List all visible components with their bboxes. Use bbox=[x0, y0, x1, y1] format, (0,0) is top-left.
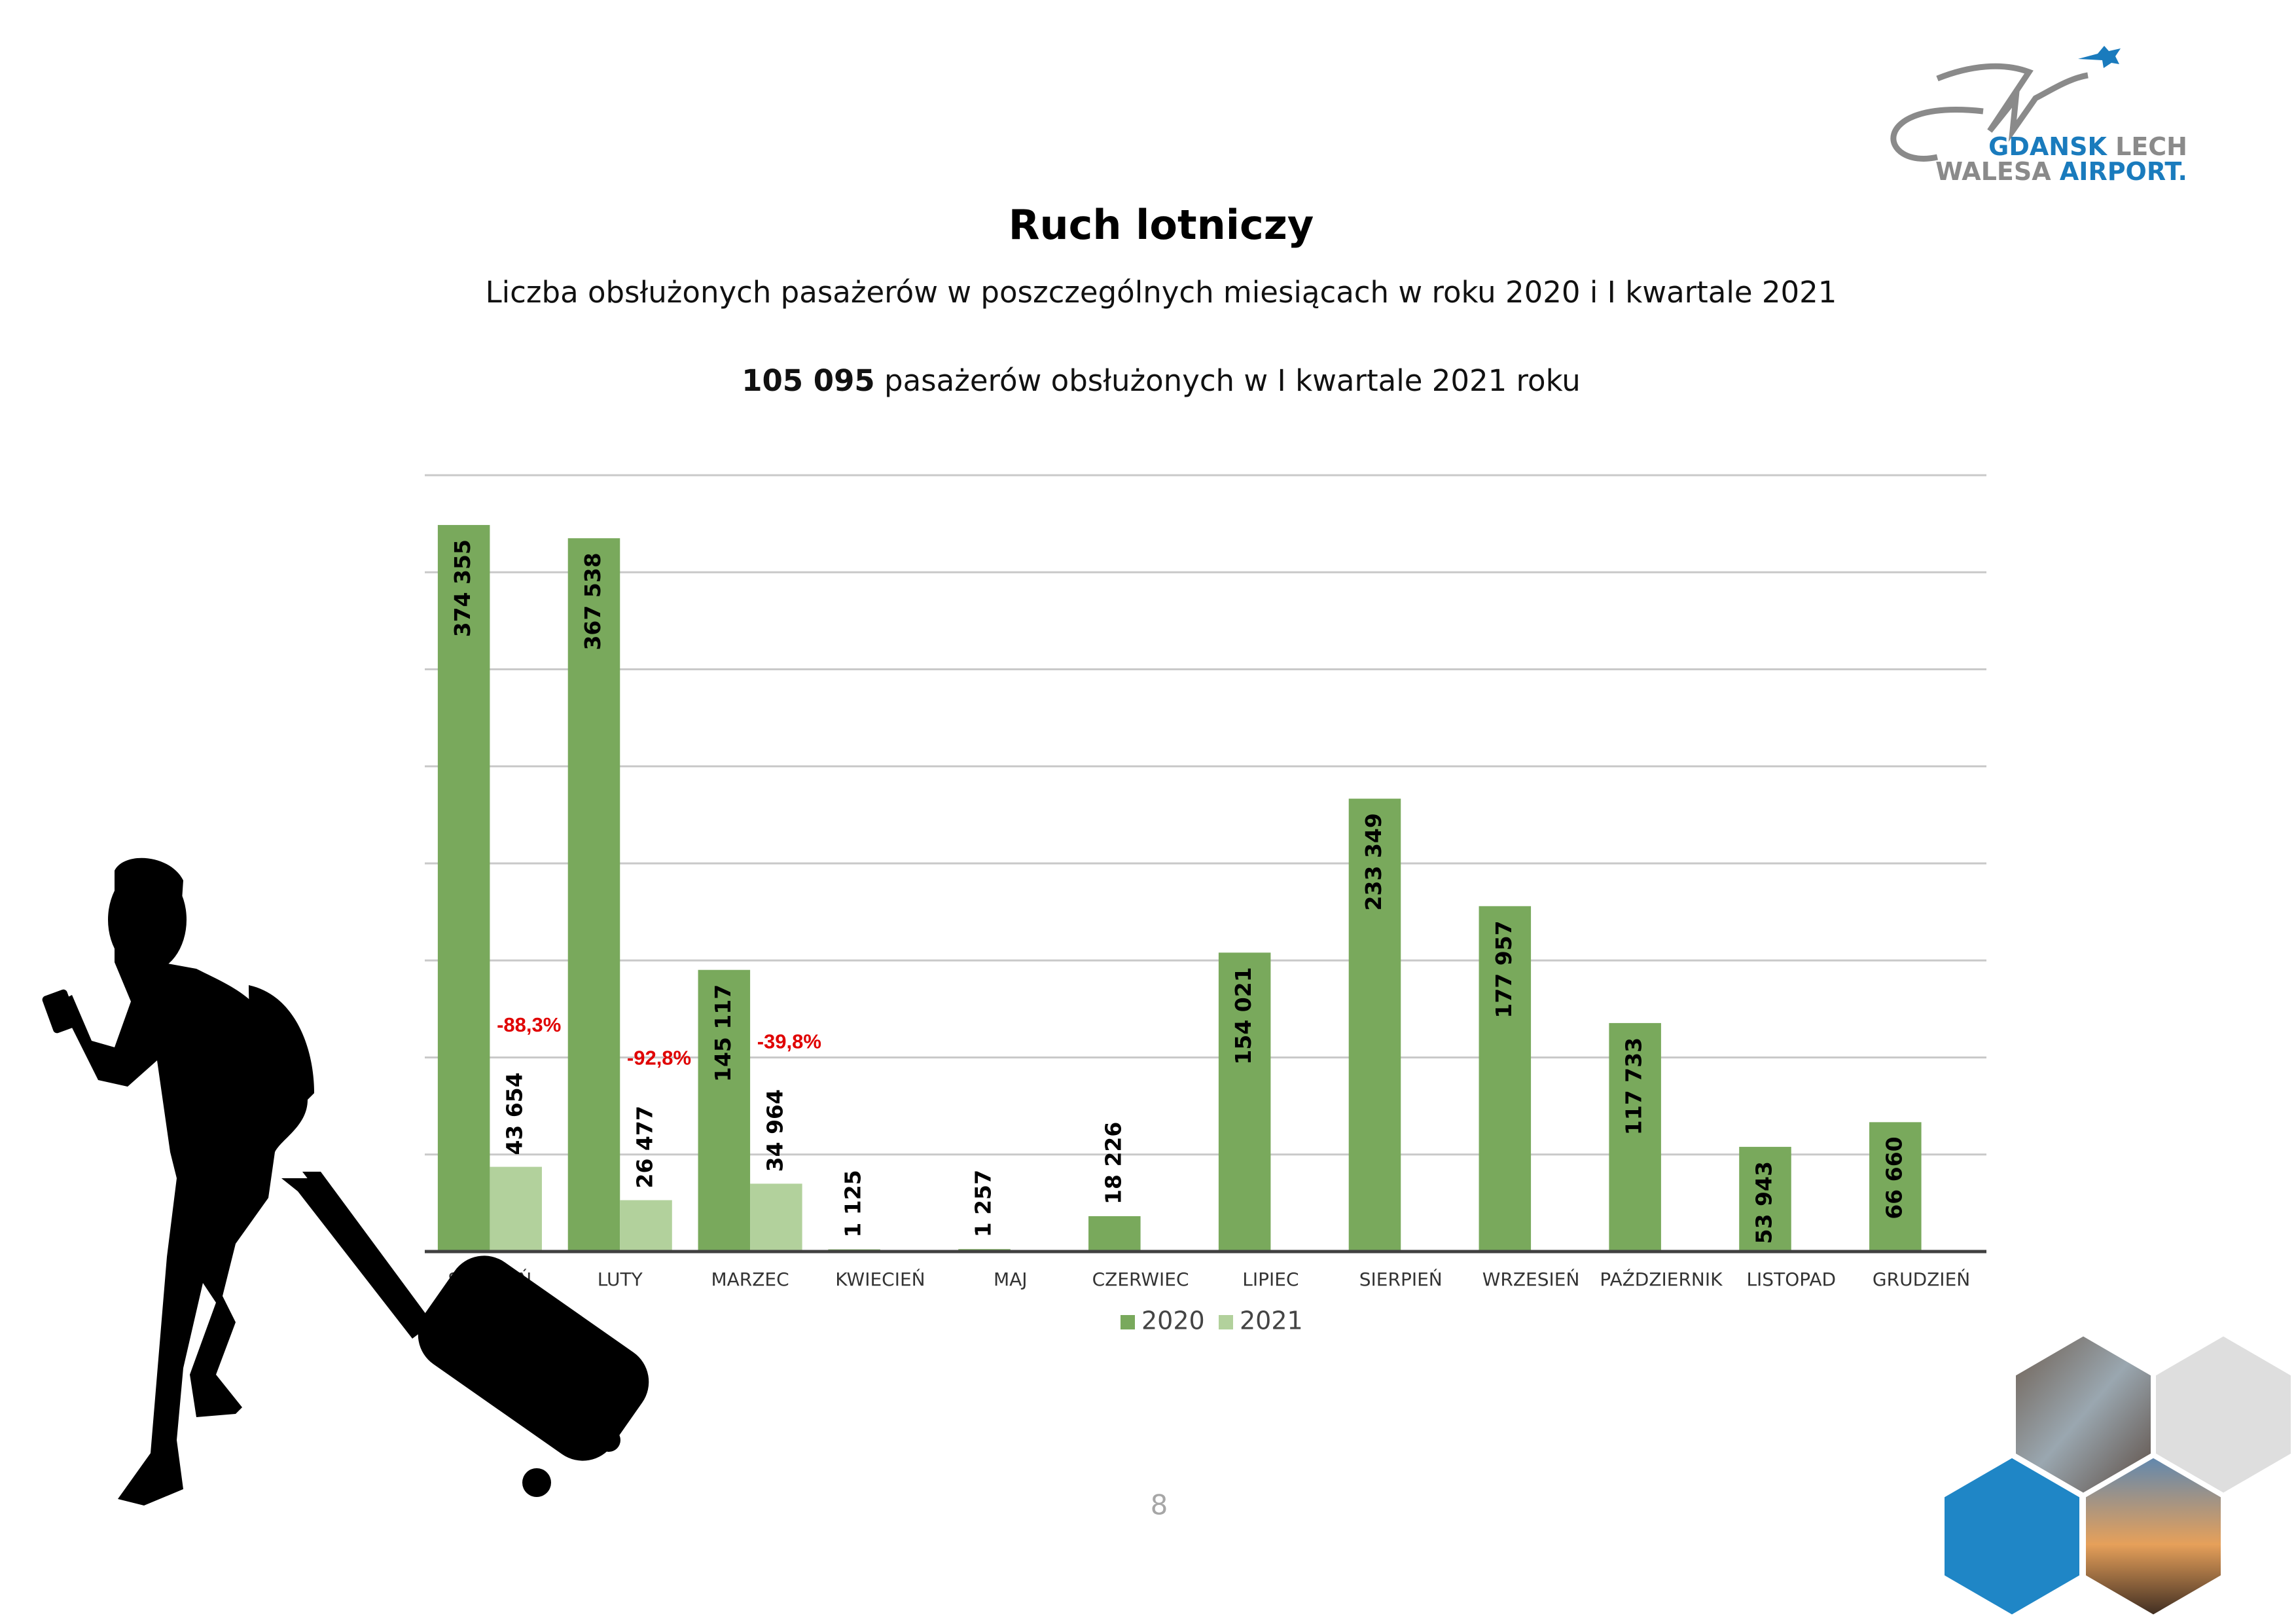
value-label: 53 943 bbox=[1751, 1161, 1776, 1244]
value-label: 374 355 bbox=[450, 539, 475, 637]
bar bbox=[437, 525, 490, 1252]
x-tick-label: SIERPIEŃ bbox=[1359, 1268, 1443, 1290]
legend-label: 2020 bbox=[1141, 1307, 1205, 1335]
bar bbox=[750, 1183, 802, 1252]
value-label: 177 957 bbox=[1491, 920, 1516, 1018]
logo-word: AIRPORT. bbox=[2060, 157, 2187, 186]
hexagon-photo bbox=[2081, 1452, 2226, 1621]
logo: GDANSK LECH WALESA AIRPORT. bbox=[1890, 46, 2187, 186]
logo-word: WALESA bbox=[1935, 157, 2051, 186]
value-label: 367 538 bbox=[580, 552, 605, 650]
value-label: 145 117 bbox=[710, 984, 736, 1082]
legend-swatch bbox=[1219, 1315, 1233, 1329]
bar bbox=[698, 969, 751, 1252]
x-tick-label: LUTY bbox=[598, 1269, 643, 1290]
x-tick-label: WRZESIEŃ bbox=[1482, 1268, 1580, 1290]
traveller-silhouette bbox=[42, 857, 649, 1506]
chart: 374 355 367 538 145 117 1 125 1 257 18 226 154… bbox=[425, 474, 1986, 1335]
change-label: -39,8% bbox=[757, 1030, 821, 1053]
legend-swatch bbox=[1121, 1315, 1135, 1329]
value-label: 34 964 bbox=[762, 1089, 787, 1172]
logo-plane bbox=[2078, 46, 2121, 68]
value-label: 233 349 bbox=[1361, 813, 1386, 911]
value-label: 18 226 bbox=[1100, 1122, 1126, 1204]
x-tick-label: LISTOPAD bbox=[1746, 1269, 1836, 1290]
bar bbox=[1479, 906, 1532, 1252]
title: Ruch lotniczy bbox=[1009, 201, 1314, 249]
highlight: 105 095 pasażerów obsłużonych w I kwarta… bbox=[742, 363, 1581, 398]
x-tick-label: LIPIEC bbox=[1242, 1269, 1299, 1290]
bar bbox=[620, 1200, 672, 1252]
bar bbox=[1739, 1147, 1791, 1252]
x-tick-label: GRUDZIEŃ bbox=[1873, 1268, 1970, 1290]
value-label: 1 125 bbox=[840, 1170, 866, 1237]
x-tick-label: PAŹDZIERNIK bbox=[1600, 1268, 1723, 1290]
logo-word: GDANSK bbox=[1988, 132, 2108, 161]
logo-word: LECH bbox=[2115, 132, 2187, 161]
bar bbox=[490, 1166, 542, 1252]
logo-swoosh bbox=[1890, 63, 2089, 162]
x-tick-label: KWIECIEŃ bbox=[835, 1268, 925, 1290]
logo-line2: WALESA AIRPORT. bbox=[1935, 157, 2187, 186]
bar bbox=[1218, 952, 1271, 1252]
bar bbox=[567, 538, 620, 1252]
bar bbox=[1609, 1022, 1661, 1252]
highlight-number: 105 095 bbox=[742, 363, 875, 398]
subtitle: Liczba obsłużonych pasażerów w poszczegó… bbox=[486, 275, 1837, 310]
x-tick-label: MARZEC bbox=[711, 1269, 789, 1290]
change-label: -88,3% bbox=[497, 1013, 561, 1036]
legend-label: 2021 bbox=[1240, 1307, 1303, 1335]
highlight-text: pasażerów obsłużonych w I kwartale 2021 … bbox=[884, 363, 1581, 398]
value-label: 117 733 bbox=[1621, 1038, 1647, 1135]
value-label: 1 257 bbox=[970, 1170, 996, 1237]
value-label: 154 021 bbox=[1230, 967, 1256, 1064]
x-tick-label: MAJ bbox=[994, 1269, 1028, 1290]
bar bbox=[1869, 1122, 1922, 1252]
value-label: 26 477 bbox=[632, 1106, 658, 1188]
hexagons bbox=[1939, 1330, 2296, 1621]
x-tick-label: CZERWIEC bbox=[1092, 1269, 1189, 1290]
value-label: 43 654 bbox=[502, 1072, 528, 1155]
bar bbox=[1348, 799, 1401, 1252]
page-number: 8 bbox=[1151, 1489, 1168, 1521]
value-label: 66 660 bbox=[1881, 1136, 1907, 1219]
logo-line1: GDANSK LECH bbox=[1988, 132, 2187, 161]
bar bbox=[1088, 1216, 1141, 1252]
change-label: -92,8% bbox=[627, 1047, 691, 1070]
